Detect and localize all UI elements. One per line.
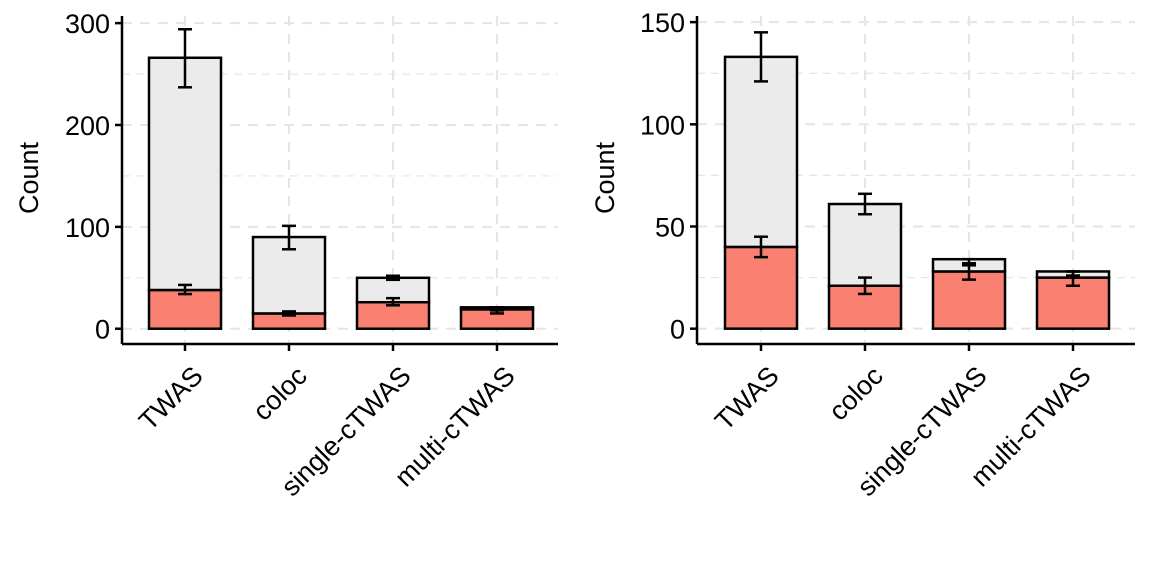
y-axis-title: Count <box>590 141 620 214</box>
bar-segment-bottom <box>931 270 1007 330</box>
error-bar <box>178 283 192 296</box>
x-tick-label: coloc <box>823 361 889 427</box>
error-bar <box>386 274 400 282</box>
bar-segment-bottom <box>147 288 223 330</box>
error-bar <box>754 235 768 259</box>
error-bar <box>858 276 872 296</box>
y-tick-label: 150 <box>640 8 685 38</box>
bar-segment-top <box>251 235 327 315</box>
error-bar <box>754 31 768 83</box>
error-bars <box>178 27 504 317</box>
bar-segment-top <box>827 202 903 288</box>
y-tick-label: 100 <box>65 213 110 243</box>
x-tick-label: TWAS <box>133 361 209 437</box>
error-bar <box>490 306 504 312</box>
x-tick-label: coloc <box>247 361 313 427</box>
error-bars <box>754 31 1080 296</box>
bars <box>723 55 1111 330</box>
y-tick-label: 0 <box>670 315 685 345</box>
error-bar <box>962 257 976 267</box>
error-bar <box>1066 270 1080 277</box>
error-bar <box>178 27 192 89</box>
y-tick-label: 100 <box>640 110 685 140</box>
y-tick-label: 50 <box>655 212 685 242</box>
bar-segment-bottom <box>723 245 799 330</box>
y-axis-title: Count <box>14 141 44 214</box>
y-tick-label: 200 <box>65 111 110 141</box>
y-tick-label: 300 <box>65 9 110 39</box>
bar-segment-top <box>147 56 223 292</box>
x-tick-label: TWAS <box>709 361 785 437</box>
bars <box>147 56 535 330</box>
error-bar <box>282 224 296 251</box>
y-tick-label: 0 <box>95 315 110 345</box>
error-bar <box>858 192 872 216</box>
error-bar <box>282 310 296 317</box>
bar-segment-top <box>723 55 799 249</box>
error-bar <box>386 296 400 307</box>
